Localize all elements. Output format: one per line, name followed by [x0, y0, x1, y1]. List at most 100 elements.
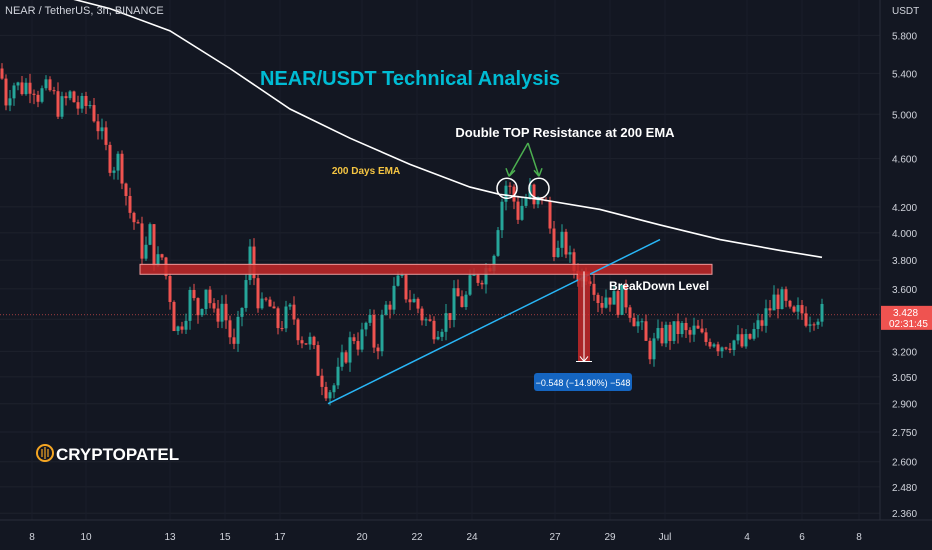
candle-body: [740, 334, 744, 347]
candle-body: [220, 303, 224, 322]
candle-body: [636, 321, 640, 327]
y-tick-label: 4.000: [892, 229, 917, 240]
x-tick-label: 8: [856, 532, 862, 543]
symbol-header[interactable]: NEAR / TetherUS, 3h, BINANCE: [5, 5, 164, 17]
candle-body: [600, 303, 604, 308]
candle-body: [4, 78, 8, 106]
candle-body: [308, 336, 312, 345]
candle-body: [256, 278, 260, 309]
candle-body: [388, 304, 392, 310]
x-tick-label: 29: [604, 532, 616, 543]
candle-body: [80, 95, 84, 109]
candle-body: [604, 297, 608, 308]
y-tick-label: 3.600: [892, 285, 917, 296]
candle-body: [276, 308, 280, 329]
candle-body: [704, 332, 708, 342]
candle-body: [776, 294, 780, 309]
candle-body: [496, 230, 500, 256]
candle-body: [228, 320, 232, 338]
candle-body: [188, 289, 192, 321]
ema-label: 200 Days EMA: [332, 166, 400, 177]
candle-body: [16, 82, 20, 86]
candle-body: [364, 322, 368, 330]
candle-body: [420, 308, 424, 321]
candle-body: [64, 96, 68, 99]
y-tick-label: 3.050: [892, 373, 917, 384]
x-tick-label: 15: [219, 532, 231, 543]
candle-body: [736, 334, 740, 341]
last-price-badge: [881, 305, 932, 330]
candle-body: [392, 285, 396, 310]
candle-body: [172, 301, 176, 332]
candle-body: [508, 185, 512, 187]
candle-body: [468, 275, 472, 295]
double-top-label: Double TOP Resistance at 200 EMA: [455, 125, 675, 140]
candle-body: [752, 329, 756, 339]
candle-body: [368, 314, 372, 323]
candle-body: [596, 294, 600, 304]
candle-body: [120, 153, 124, 184]
y-tick-label: 5.800: [892, 31, 917, 42]
candle-body: [688, 330, 692, 335]
candle-body: [612, 291, 616, 305]
candle-body: [28, 82, 32, 94]
candle-body: [352, 337, 356, 342]
y-tick-label: 3.200: [892, 347, 917, 358]
candle-body: [720, 347, 724, 352]
candle-body: [348, 337, 352, 363]
time-axis[interactable]: 8 10 13 15 17 20 22 24 27 29 Jul 4 6 8: [29, 532, 862, 543]
candle-body: [680, 322, 684, 335]
candle-body: [196, 298, 200, 316]
candle-body: [156, 254, 160, 266]
candle-body: [464, 294, 468, 307]
candle-body: [76, 102, 80, 109]
candle-body: [112, 170, 116, 173]
candle-body: [328, 392, 332, 399]
candle-body: [396, 275, 400, 286]
candle-body: [336, 366, 340, 386]
candle-body: [408, 299, 412, 303]
candle-body: [244, 280, 248, 308]
y-tick-label: 5.000: [892, 110, 917, 121]
candle-body: [376, 347, 380, 352]
candle-body: [548, 200, 552, 229]
double-top-circle-2: [528, 177, 550, 200]
candle-body: [536, 196, 540, 205]
chart-title: NEAR/USDT Technical Analysis: [260, 68, 560, 90]
candle-body: [772, 294, 776, 311]
candle-body: [620, 285, 624, 315]
candle-body: [428, 319, 432, 321]
candle-body: [452, 288, 456, 320]
candle-body: [52, 90, 56, 92]
candle-body: [568, 252, 572, 255]
candle-body: [404, 274, 408, 300]
candle-body: [744, 334, 748, 347]
candle-body: [640, 321, 644, 323]
candle-body: [208, 289, 212, 304]
candle-body: [424, 319, 428, 321]
candle-body: [764, 308, 768, 326]
candle-body: [320, 375, 324, 387]
candle-body: [304, 343, 308, 345]
candle-body: [812, 324, 816, 326]
candle-body: [240, 307, 244, 317]
resistance-zone: [139, 263, 713, 275]
watermark-text: CRYPTOPATEL: [56, 445, 179, 464]
candle-body: [672, 321, 676, 341]
candle-body: [448, 313, 452, 320]
candle-body: [624, 285, 628, 308]
candle-body: [160, 254, 164, 258]
ascending-trendline: [327, 238, 661, 405]
candle-body: [292, 304, 296, 320]
candle-body: [748, 334, 752, 339]
candle-body: [96, 121, 100, 132]
candle-body: [56, 91, 60, 117]
candle-body: [564, 231, 568, 255]
candle-body: [360, 329, 364, 350]
candle-body: [72, 91, 76, 103]
candle-body: [84, 95, 88, 106]
candle-body: [296, 319, 300, 341]
candle-body: [664, 324, 668, 344]
